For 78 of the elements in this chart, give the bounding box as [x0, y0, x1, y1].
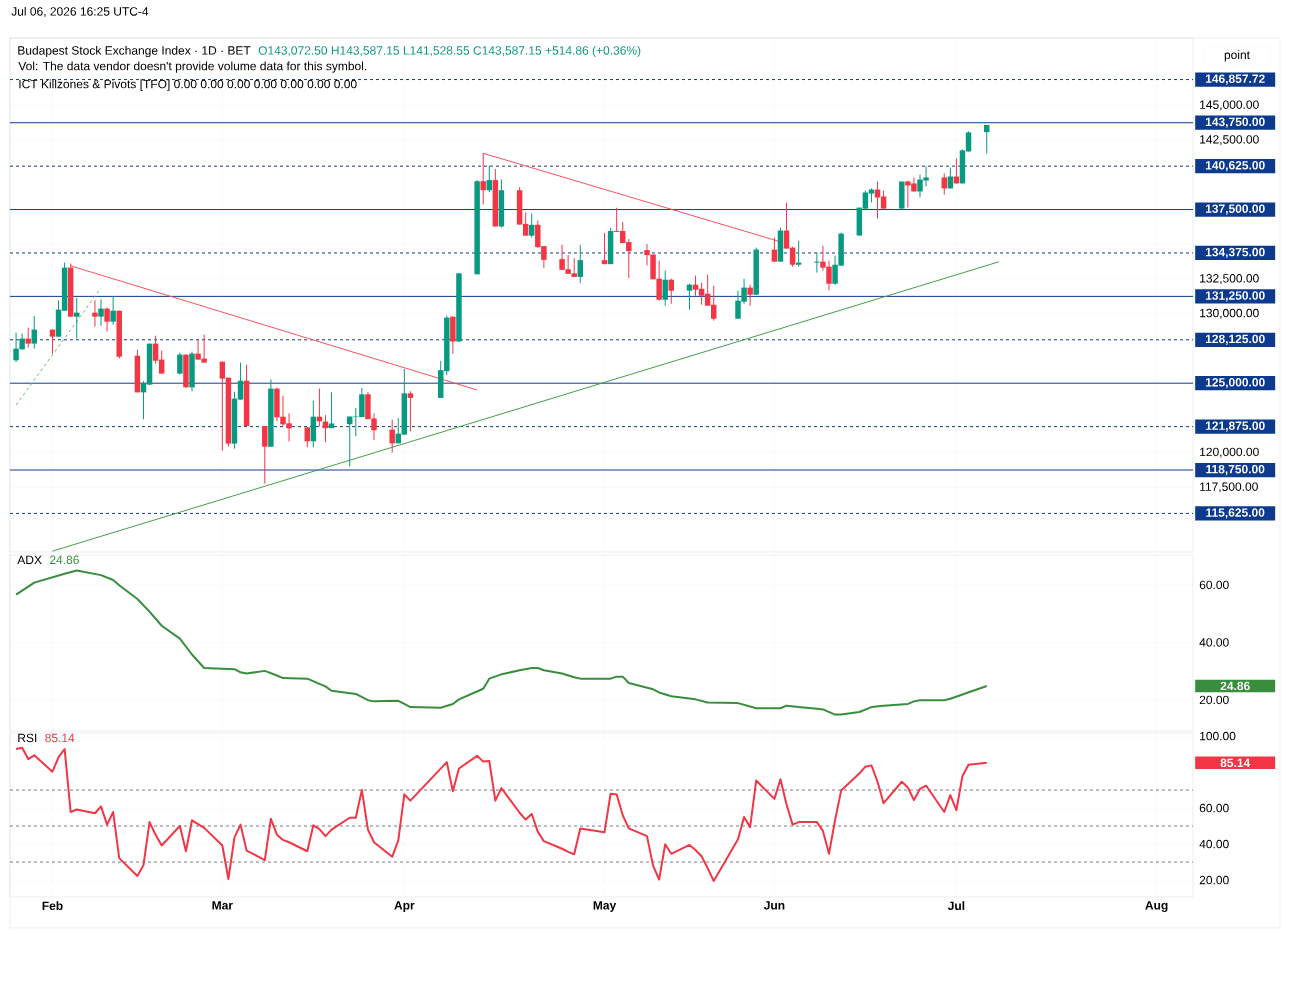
- candlestick: [49, 329, 56, 355]
- text: 85.14: [1220, 758, 1251, 768]
- y-tick-label: 40.00: [1199, 839, 1229, 849]
- y-tick-label: 120,000.00: [1200, 447, 1259, 458]
- ref-line-label: 140,625.00: [1205, 161, 1265, 172]
- text: O143,072.50 H143,587.15 L141,528.55 C143,587.15 +514.86 (+0.36%): [258, 45, 641, 58]
- candlestick: [98, 298, 104, 327]
- annotation: 85.14: [45, 733, 75, 743]
- candlestick: [359, 387, 365, 418]
- y-tick-label: 20.00: [1199, 695, 1229, 705]
- ref-line-label: 118,750.00: [1206, 464, 1265, 476]
- y-tick-label: 20.00: [1199, 875, 1229, 885]
- candlestick: [747, 284, 753, 307]
- candlestick: [577, 244, 583, 284]
- candlestick: [74, 297, 80, 340]
- candlestick: [953, 157, 960, 184]
- candlestick: [177, 352, 183, 376]
- annotation: ICT Killzones & Pivots [TFO] 0.00 0.00 0.00 0.00 0.00 0.00 0.00: [19, 79, 357, 91]
- ref-line-label: 115,625.00: [1206, 508, 1265, 519]
- x-tick-label: Mar: [212, 901, 233, 910]
- y-tick-label: 60.00: [1199, 803, 1229, 813]
- candlestick: [529, 212, 535, 239]
- candlestick: [662, 270, 668, 307]
- candlestick: [31, 315, 38, 350]
- candlestick: [304, 426, 310, 448]
- y-tick-label: 117,500.00: [1200, 482, 1258, 493]
- x-tick-label: Jun: [763, 901, 785, 910]
- line-series: [15, 746, 988, 882]
- candlestick: [656, 260, 662, 302]
- x-tick-label: Feb: [42, 901, 63, 910]
- y-tick-label: 40.00: [1199, 638, 1229, 647]
- y-tick-label: 142,500.00: [1200, 135, 1259, 146]
- ref-line-label: 146,857.72: [1205, 74, 1265, 85]
- line-series: [15, 569, 988, 716]
- candlestick: [110, 295, 116, 326]
- y-tick-label: 130,000.00: [1200, 308, 1259, 319]
- ref-line-label: 143,750.00: [1205, 117, 1265, 128]
- y-tick-label: 145,000.00: [1200, 100, 1259, 111]
- ref-line-label: 121,875.00: [1205, 421, 1265, 432]
- candlestick: [814, 252, 820, 274]
- y-tick-label: 100.00: [1200, 731, 1236, 741]
- candlestick: [407, 390, 414, 432]
- candlestick: [984, 124, 990, 155]
- text: Budapest Stock Exchange Index · 1D · BET: [18, 45, 251, 58]
- candlestick: [668, 278, 674, 305]
- annotation: 24.86: [49, 555, 79, 565]
- x-tick-label: Jul: [947, 901, 965, 910]
- y-tick-label: 132,500.00: [1200, 274, 1259, 284]
- x-tick-label: May: [593, 901, 617, 912]
- candlestick: [771, 237, 778, 263]
- ref-line-label: 137,500.00: [1205, 204, 1265, 215]
- candlestick: [795, 240, 802, 268]
- x-tick-label: Apr: [394, 901, 415, 912]
- candlestick: [389, 418, 395, 454]
- candlestick: [480, 152, 486, 205]
- candlestick: [601, 232, 608, 265]
- candlestick: [262, 425, 268, 485]
- annotation: Vol: The data vendor doesn't provide volume data for this symbol.: [18, 61, 367, 73]
- chart-title: RSI: [18, 733, 37, 743]
- ref-line-label: 128,125.00: [1205, 334, 1265, 345]
- candlestick: [644, 243, 650, 266]
- ref-line-label: 134,375.00: [1205, 247, 1265, 259]
- ref-line-label: 125,000.00: [1205, 378, 1265, 389]
- candlestick: [104, 307, 110, 333]
- candlestick: [686, 283, 693, 311]
- candlestick: [941, 172, 947, 196]
- x-tick-label: Aug: [1145, 901, 1168, 912]
- candlestick: [328, 391, 335, 429]
- candlestick: [25, 327, 31, 349]
- text: point: [1224, 50, 1250, 62]
- candlestick: [486, 165, 492, 193]
- candlestick: [13, 332, 19, 363]
- text: Jul 06, 2026 16:25 UTC-4: [11, 6, 149, 18]
- ref-line-label: 131,250.00: [1205, 291, 1265, 302]
- text: 24.86: [1220, 681, 1250, 691]
- candlestick: [92, 299, 98, 328]
- y-tick-label: 60.00: [1199, 580, 1229, 590]
- chart-title: ADX: [17, 555, 42, 564]
